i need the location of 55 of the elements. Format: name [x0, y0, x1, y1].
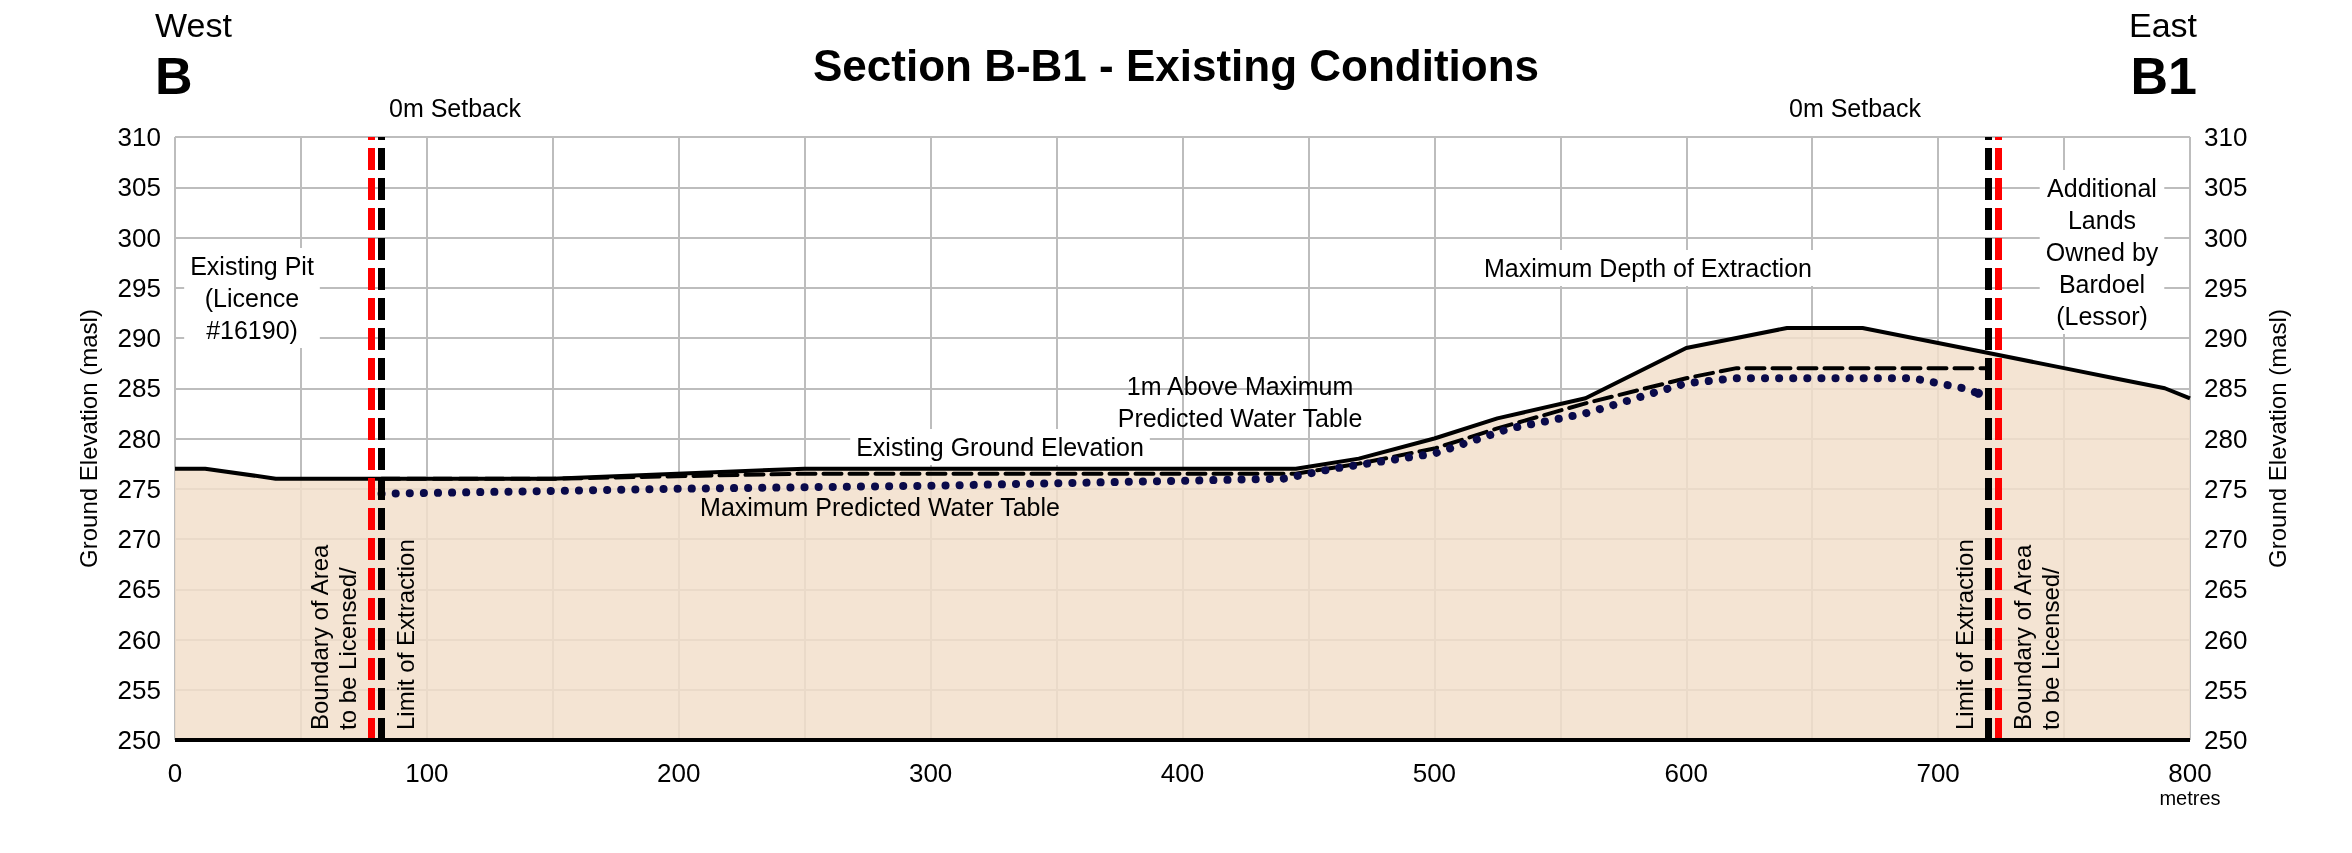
y2-tick-label: 305: [2204, 172, 2248, 203]
ref-line-label: Boundary of Area to be Licensed/: [305, 543, 361, 730]
x-tick-label: 100: [405, 758, 449, 788]
y-tick-label: 270: [117, 524, 161, 554]
text: B: [155, 47, 193, 105]
ref-line-label: Limit of Extraction: [1951, 539, 1978, 730]
y-tick-label: 280: [117, 423, 161, 454]
annotation: Maximum Depth of Extraction: [1484, 254, 1812, 282]
y2-axis-title: Ground Elevation (masl): [2263, 309, 2291, 568]
chart-title: Section B-B1 - Existing Conditions: [812, 40, 1540, 90]
y2-tick-label: 285: [2204, 373, 2248, 404]
y2-tick-label: 295: [2204, 272, 2248, 303]
x-tick-label: 700: [1916, 758, 1960, 788]
y2-tick-label: 300: [2204, 222, 2248, 253]
y-tick-label: 275: [117, 473, 161, 504]
text: 0m Setback: [388, 94, 522, 122]
annotation: Existing Pit (Licence #16190): [190, 252, 314, 344]
y2-tick-label: 290: [2204, 323, 2248, 353]
ref-line-label: Limit of Extraction: [392, 539, 420, 730]
y-tick-label: 305: [117, 172, 161, 203]
x-tick-label: 800: [2168, 758, 2212, 788]
series-label: 1m Above Maximum Predicted Water Table: [1117, 372, 1363, 432]
x-tick-label: 500: [1412, 758, 1457, 788]
y2-tick-label: 270: [2204, 524, 2248, 554]
y2-tick-label: 275: [2204, 473, 2248, 504]
y2-tick-label: 255: [2204, 674, 2248, 705]
x-tick-label: 200: [657, 758, 701, 788]
text: West: [155, 6, 233, 44]
series-label: Maximum Predicted Water Table: [700, 493, 1060, 521]
y2-tick-label: 250: [2204, 725, 2248, 755]
y-tick-label: 310: [117, 122, 161, 152]
y2-tick-label: 280: [2204, 423, 2248, 454]
y-tick-label: 290: [117, 323, 161, 353]
y-tick-label: 260: [117, 624, 161, 655]
y-tick-label: 285: [117, 373, 161, 404]
ref-line-label: Boundary of Area to be Licensed/: [2009, 543, 2065, 730]
y-tick-label: 250: [117, 725, 161, 755]
x-tick-label: 300: [908, 758, 953, 788]
x-tick-label: 600: [1664, 758, 1708, 788]
y-tick-label: 255: [117, 674, 161, 705]
x-tick-label: 400: [1160, 758, 1205, 788]
y-axis-title: Ground Elevation (masl): [74, 309, 102, 568]
text: 0m Setback: [1788, 94, 1922, 122]
y-tick-label: 300: [117, 222, 161, 253]
y2-tick-label: 310: [2204, 122, 2248, 152]
y-tick-label: 295: [117, 272, 161, 303]
y2-tick-label: 265: [2204, 574, 2248, 605]
y-tick-label: 265: [117, 574, 161, 605]
x-tick-label: 0: [167, 758, 183, 788]
y2-tick-label: 260: [2204, 624, 2248, 655]
annotation: Additional Lands Owned by Bardoel (Lessor): [2045, 174, 2159, 330]
text: B1: [2130, 47, 2198, 105]
series-label: Existing Ground Elevation: [856, 433, 1144, 461]
x-axis-title: metres: [2159, 787, 2221, 809]
text: East: [2128, 6, 2198, 44]
